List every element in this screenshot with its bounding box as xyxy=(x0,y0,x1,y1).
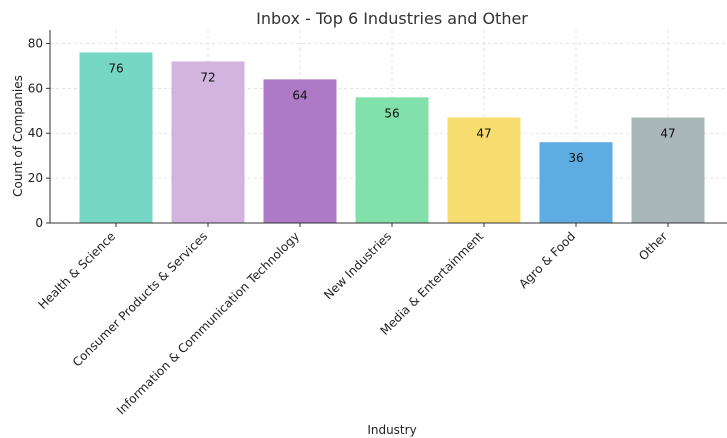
y-axis-label: Count of Companies xyxy=(11,75,25,197)
data-label: 64 xyxy=(292,88,307,102)
data-label: 56 xyxy=(384,106,399,120)
bar xyxy=(539,142,613,223)
y-tick-label: 0 xyxy=(35,216,43,230)
x-tick-label: Health & Science xyxy=(35,229,118,312)
y-tick-label: 60 xyxy=(28,81,43,95)
bar xyxy=(171,61,245,223)
y-ticks: 0 20 40 60 80 xyxy=(28,36,50,230)
bar xyxy=(79,52,153,223)
bar xyxy=(355,97,429,223)
x-tick-label: New Industries xyxy=(321,229,394,302)
y-tick-label: 40 xyxy=(28,126,43,140)
data-label: 76 xyxy=(108,61,123,75)
bar xyxy=(447,117,521,223)
bar xyxy=(263,79,337,223)
x-tick-label: Other xyxy=(636,229,670,263)
bars-layer: 76 72 64 56 47 36 47 xyxy=(79,52,705,223)
bar xyxy=(631,117,705,223)
y-tick-label: 80 xyxy=(28,36,43,50)
data-label: 72 xyxy=(200,70,215,84)
x-axis-label: Industry xyxy=(367,423,416,437)
x-tick-label: Agro & Food xyxy=(516,229,578,291)
data-label: 36 xyxy=(568,151,583,165)
x-tick-label: Media & Entertainment xyxy=(377,229,486,338)
data-label: 47 xyxy=(476,127,491,141)
axes-layer xyxy=(49,30,727,224)
y-tick-label: 20 xyxy=(28,171,43,185)
chart-title: Inbox - Top 6 Industries and Other xyxy=(256,9,528,28)
data-label: 47 xyxy=(660,127,675,141)
x-tick-label: Information & Communication Technology xyxy=(114,229,302,417)
